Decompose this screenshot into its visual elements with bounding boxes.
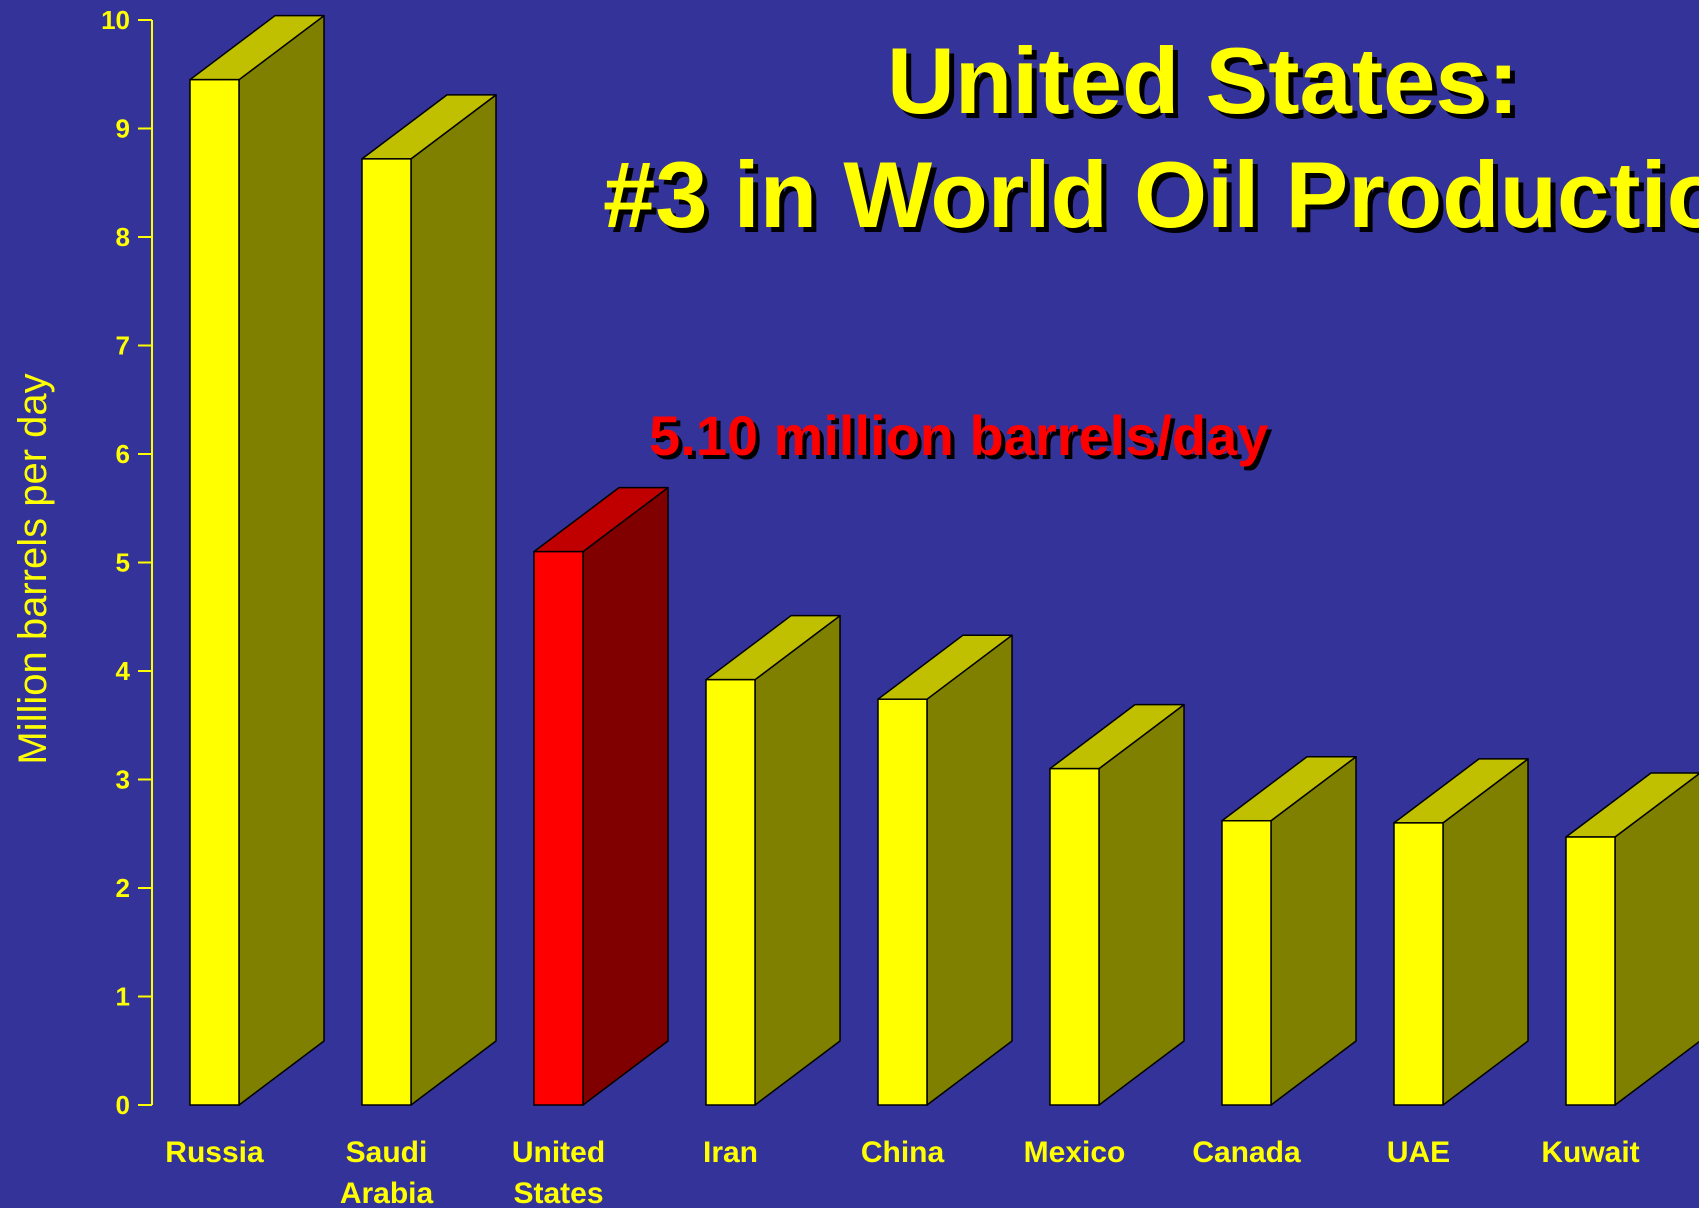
bar	[1393, 758, 1529, 1106]
bar-side	[410, 94, 497, 1106]
bar-front	[1565, 836, 1616, 1106]
chart-title-line-1: United States:	[887, 28, 1519, 133]
bar-front	[877, 698, 928, 1106]
y-axis: 0 1 2 3 4 5 6 7 8 9 10	[101, 5, 153, 1120]
y-tick-label: 7	[116, 331, 130, 361]
y-tick-label: 6	[116, 439, 130, 469]
bar	[533, 486, 669, 1106]
bar-side	[926, 634, 1013, 1106]
y-tick-label: 0	[116, 1090, 130, 1120]
x-tick-label: Russia	[165, 1136, 264, 1169]
y-tick-label: 9	[116, 114, 130, 144]
x-tick-label: Iran	[703, 1136, 758, 1169]
x-tick-label: United	[512, 1136, 605, 1169]
x-tick-label: UAE	[1387, 1136, 1450, 1169]
x-tick-label: Canada	[1192, 1136, 1301, 1169]
bar	[705, 614, 841, 1106]
y-tick-label: 1	[116, 982, 130, 1012]
bar-front	[1393, 822, 1444, 1106]
bar	[1221, 755, 1357, 1106]
y-axis-label: Million barrels per day	[11, 373, 55, 765]
bar-front	[1049, 767, 1100, 1106]
bar-front	[705, 678, 756, 1106]
bar-front	[1221, 819, 1272, 1106]
bar	[877, 634, 1013, 1106]
chart-title-line-2: #3 in World Oil Production	[603, 142, 1699, 247]
x-tick-label: Mexico	[1024, 1136, 1126, 1169]
bar	[361, 94, 497, 1106]
x-tick-label: Kuwait	[1541, 1136, 1639, 1169]
bar	[1049, 703, 1185, 1106]
y-tick-label: 3	[116, 765, 130, 795]
bar-front	[189, 78, 240, 1106]
x-tick-label: Saudi	[346, 1136, 428, 1169]
y-tick-label: 10	[101, 5, 130, 35]
x-tick-label: China	[861, 1136, 945, 1169]
bar-side	[754, 614, 841, 1106]
bar-front	[533, 550, 584, 1106]
y-tick-label: 5	[116, 548, 130, 578]
bar-side	[1098, 703, 1185, 1106]
bar-side	[582, 486, 669, 1106]
x-tick-label: Arabia	[340, 1177, 434, 1208]
bar	[189, 14, 325, 1106]
bar-front	[361, 158, 412, 1106]
y-tick-label: 8	[116, 222, 130, 252]
bar	[1565, 772, 1699, 1106]
bar-side	[238, 14, 325, 1106]
bars-group	[189, 14, 1699, 1106]
y-tick-label: 4	[116, 656, 131, 686]
us-annotation: 5.10 million barrels/day	[649, 404, 1269, 467]
x-axis-labels: Russia Saudi Arabia United States Iran China Me…	[165, 1136, 1639, 1208]
x-tick-label: States	[513, 1177, 603, 1208]
y-tick-label: 2	[116, 873, 130, 903]
